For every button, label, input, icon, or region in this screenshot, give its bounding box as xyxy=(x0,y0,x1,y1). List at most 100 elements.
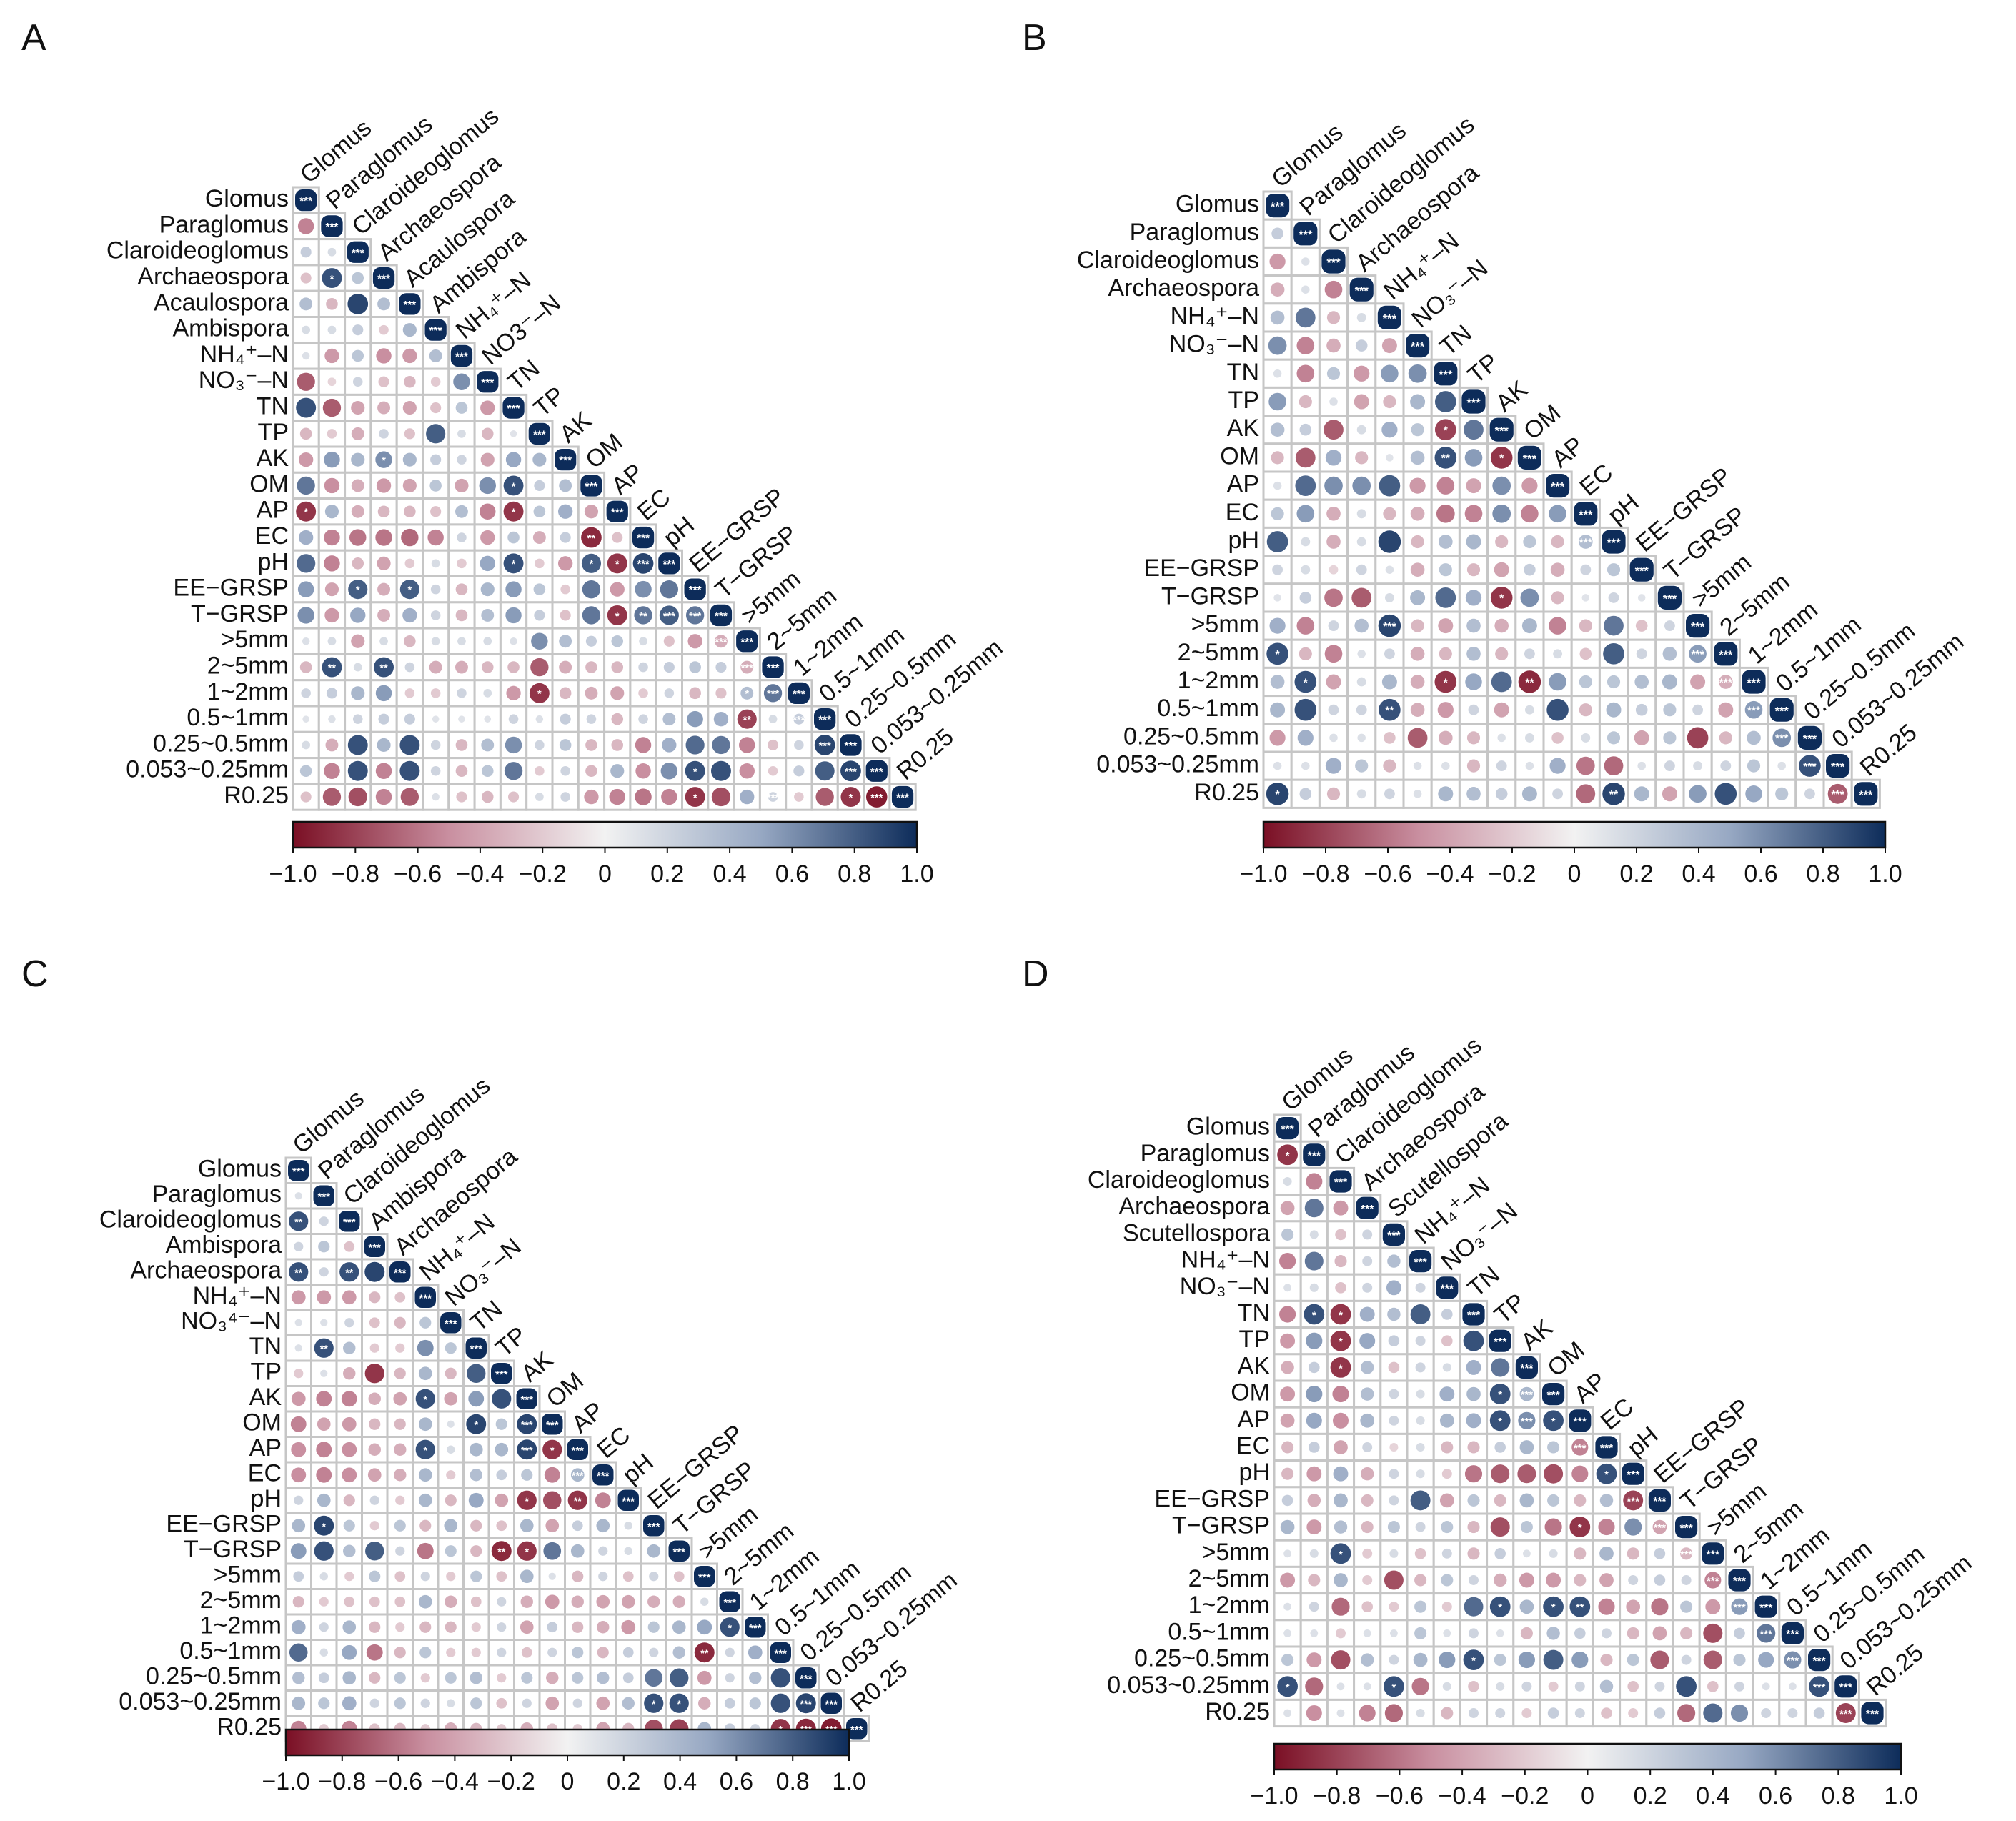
significance-label: *** xyxy=(1719,649,1733,662)
correlation-circle xyxy=(1707,1681,1719,1692)
row-label: pH xyxy=(1228,527,1259,554)
row-label: NH₄⁺–N xyxy=(200,341,289,368)
correlation-circle xyxy=(1295,475,1316,496)
correlation-circle xyxy=(532,531,546,545)
correlation-circle xyxy=(505,607,522,624)
correlation-circle xyxy=(1306,1332,1323,1349)
correlation-circle xyxy=(505,736,522,754)
correlation-circle xyxy=(480,400,495,415)
correlation-circle xyxy=(339,1262,359,1282)
column-label: OM xyxy=(1519,400,1566,445)
correlation-circle xyxy=(1524,733,1534,743)
correlation-circle xyxy=(296,501,317,522)
correlation-circle xyxy=(1335,1229,1346,1241)
correlation-circle xyxy=(1519,1599,1534,1614)
column-label: TP xyxy=(1489,1289,1531,1329)
correlation-circle xyxy=(1606,702,1622,718)
significance-label: * xyxy=(512,507,516,519)
correlation-circle xyxy=(1690,674,1706,690)
colorbar xyxy=(284,1728,850,1757)
correlation-circle xyxy=(297,476,315,495)
correlation-circle xyxy=(394,1291,406,1303)
correlation-circle xyxy=(1441,761,1450,770)
correlation-circle xyxy=(1519,1572,1534,1588)
correlation-circle xyxy=(1692,704,1704,715)
significance-label: * xyxy=(525,1547,529,1558)
correlation-circle xyxy=(1549,505,1566,523)
correlation-circle xyxy=(1581,733,1591,743)
correlation-circle xyxy=(840,787,861,808)
correlation-circle xyxy=(1497,733,1506,743)
correlation-circle xyxy=(1331,1597,1350,1616)
row-label: T−GRSP xyxy=(184,1536,282,1563)
correlation-circle xyxy=(840,760,861,782)
row-label: Claroideoglomus xyxy=(99,1206,282,1234)
correlation-circle xyxy=(1329,733,1338,743)
significance-label: *** xyxy=(521,1445,533,1457)
correlation-circle xyxy=(468,1492,484,1508)
correlation-circle xyxy=(351,479,364,492)
correlation-circle xyxy=(497,1647,507,1657)
significance-label: *** xyxy=(793,688,805,700)
row-label: EC xyxy=(255,522,289,550)
correlation-circle xyxy=(793,713,805,725)
significance-label: * xyxy=(1578,1523,1582,1534)
correlation-circle xyxy=(369,1570,381,1582)
significance-label: *** xyxy=(597,1471,610,1482)
row-label: NH₄⁺–N xyxy=(1181,1246,1270,1274)
correlation-circle xyxy=(1441,1602,1452,1612)
correlation-circle xyxy=(470,1596,482,1607)
significance-label: *** xyxy=(1787,1656,1799,1667)
correlation-circle xyxy=(1304,1199,1324,1218)
correlation-circle xyxy=(1283,1284,1292,1292)
correlation-circle xyxy=(1604,615,1624,636)
correlation-circle xyxy=(1306,1386,1323,1403)
significance-label: *** xyxy=(1466,397,1481,410)
significance-label: * xyxy=(1551,1416,1556,1428)
significance-label: * xyxy=(745,689,749,700)
significance-label: * xyxy=(1498,1390,1502,1401)
row-label: 2~5mm xyxy=(207,653,289,680)
significance-label: *** xyxy=(1733,1576,1747,1588)
correlation-circle xyxy=(670,1668,689,1687)
column-label: AP xyxy=(1546,432,1589,473)
correlation-circle xyxy=(697,1619,712,1635)
correlation-circle xyxy=(1493,1573,1507,1587)
correlation-circle xyxy=(1360,1413,1375,1428)
correlation-circle xyxy=(1415,1522,1426,1532)
correlation-circle xyxy=(1652,1519,1667,1534)
diagonal-marker xyxy=(399,293,421,315)
significance-label: *** xyxy=(1495,425,1509,437)
correlation-circle xyxy=(1762,1682,1770,1691)
correlation-circle xyxy=(402,348,417,364)
colorbar-tick-label: 0.2 xyxy=(1634,1782,1667,1810)
correlation-circle xyxy=(1466,563,1481,577)
heatmap-cell xyxy=(1273,1698,1302,1728)
correlation-circle xyxy=(1518,670,1541,693)
correlation-circle xyxy=(1634,730,1649,745)
correlation-circle xyxy=(1491,671,1512,693)
correlation-circle xyxy=(1436,504,1455,523)
correlation-circle xyxy=(467,1364,486,1383)
correlation-circle xyxy=(559,660,572,674)
significance-label: * xyxy=(1339,1336,1343,1348)
correlation-circle xyxy=(545,1519,560,1533)
correlation-circle xyxy=(1304,1251,1324,1271)
correlation-circle xyxy=(1734,1627,1745,1639)
correlation-circle xyxy=(394,1469,407,1482)
correlation-circle xyxy=(445,1494,457,1507)
correlation-circle xyxy=(571,1595,584,1608)
colorbar-tick-label: 0 xyxy=(598,860,612,888)
correlation-circle xyxy=(393,1391,407,1406)
correlation-circle xyxy=(1627,1681,1639,1692)
row-label: Archaeospora xyxy=(137,263,289,290)
correlation-circle xyxy=(374,657,394,678)
correlation-circle xyxy=(1703,1650,1722,1669)
correlation-circle xyxy=(713,711,729,727)
correlation-circle xyxy=(297,607,314,624)
correlation-circle xyxy=(1331,1650,1351,1670)
significance-label: ** xyxy=(379,663,388,674)
diagonal-marker xyxy=(321,215,343,237)
correlation-circle xyxy=(1389,1602,1399,1612)
correlation-circle xyxy=(1330,1543,1351,1564)
